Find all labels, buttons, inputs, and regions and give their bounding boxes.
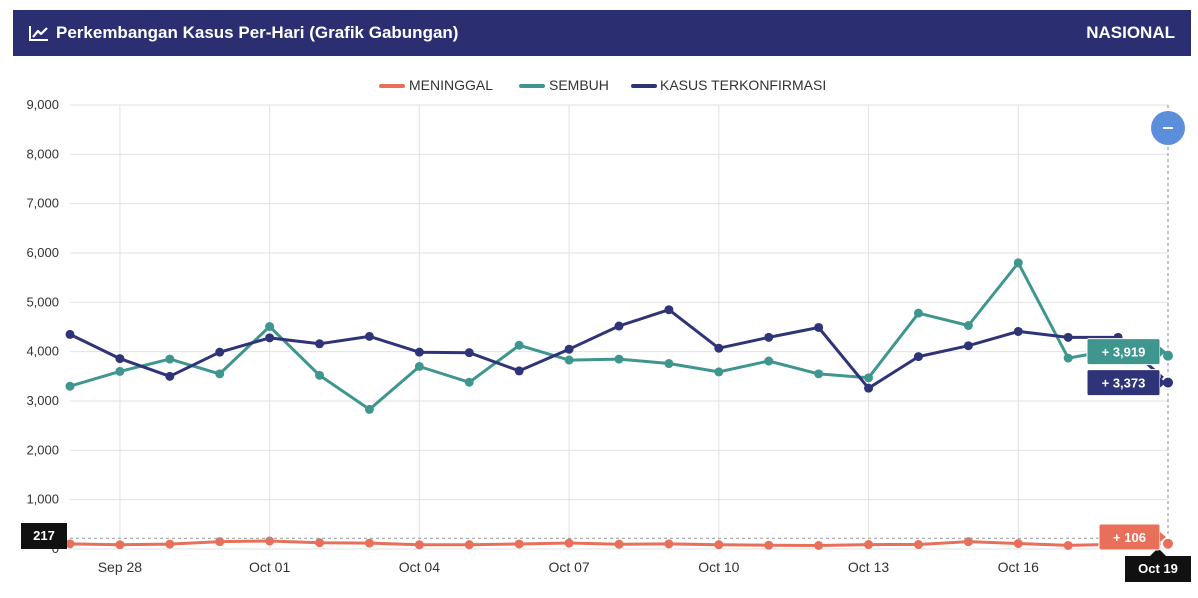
crosshair-overlay: 217 Oct 19 + 3,919 + 3,373 + 106 bbox=[21, 105, 1191, 582]
sembuh-point bbox=[615, 355, 624, 364]
meninggal-point bbox=[165, 540, 174, 549]
terkonfirmasi-value-tag: + 3,373 bbox=[1087, 370, 1166, 396]
sembuh-point bbox=[565, 356, 574, 365]
terkonfirmasi-point bbox=[215, 348, 224, 357]
sembuh-point bbox=[465, 378, 474, 387]
chart-legend: MENINGGAL SEMBUH KASUS TERKONFIRMASI bbox=[381, 77, 826, 93]
meninggal-point bbox=[664, 539, 673, 548]
meninggal-point bbox=[615, 540, 624, 549]
terkonfirmasi-point bbox=[365, 332, 374, 341]
terkonfirmasi-point bbox=[615, 322, 624, 331]
y-tick-label: 5,000 bbox=[26, 294, 59, 309]
x-tick-label: Oct 07 bbox=[548, 559, 589, 575]
sembuh-point bbox=[914, 309, 923, 318]
meninggal-point bbox=[764, 541, 773, 550]
legend-terkonfirmasi-label: KASUS TERKONFIRMASI bbox=[660, 77, 826, 93]
y-tick-label: 3,000 bbox=[26, 393, 59, 408]
sembuh-point bbox=[1064, 354, 1073, 363]
sembuh-point bbox=[365, 405, 374, 414]
y-tick-label: 1,000 bbox=[26, 492, 59, 507]
sembuh-point bbox=[664, 359, 673, 368]
legend-terkonfirmasi[interactable]: KASUS TERKONFIRMASI bbox=[633, 77, 826, 93]
sembuh-value-text: + 3,919 bbox=[1102, 345, 1146, 360]
terkonfirmasi-point bbox=[714, 344, 723, 353]
terkonfirmasi-point bbox=[265, 333, 274, 342]
combined-line-chart: 01,0002,0003,0004,0005,0006,0007,0008,00… bbox=[0, 0, 1198, 598]
sembuh-point bbox=[315, 371, 324, 380]
meninggal-point bbox=[1014, 539, 1023, 548]
crosshair-y-label: 217 bbox=[21, 523, 67, 549]
meninggal-point bbox=[864, 540, 873, 549]
sembuh-point bbox=[265, 322, 274, 331]
y-tick-label: 7,000 bbox=[26, 196, 59, 211]
terkonfirmasi-point bbox=[315, 339, 324, 348]
y-tick-label: 8,000 bbox=[26, 146, 59, 161]
meninggal-point bbox=[115, 540, 124, 549]
meninggal-point bbox=[714, 540, 723, 549]
meninggal-point bbox=[565, 539, 574, 548]
sembuh-point bbox=[165, 355, 174, 364]
crosshair-y-text: 217 bbox=[33, 528, 55, 543]
x-tick-label: Oct 10 bbox=[698, 559, 739, 575]
y-tick-label: 4,000 bbox=[26, 344, 59, 359]
terkonfirmasi-point bbox=[1064, 333, 1073, 342]
sembuh-point bbox=[215, 369, 224, 378]
meninggal-point bbox=[814, 541, 823, 550]
zoom-out-button[interactable] bbox=[1151, 111, 1185, 145]
sembuh-point bbox=[115, 367, 124, 376]
y-tick-label: 2,000 bbox=[26, 442, 59, 457]
sembuh-point bbox=[515, 341, 524, 350]
sembuh-point bbox=[864, 373, 873, 382]
x-tick-label: Sep 28 bbox=[98, 559, 143, 575]
meninggal-value-tag: + 106 bbox=[1099, 524, 1166, 550]
y-tick-label: 9,000 bbox=[26, 97, 59, 112]
meninggal-point bbox=[315, 538, 324, 547]
terkonfirmasi-point bbox=[814, 323, 823, 332]
x-tick-label: Oct 16 bbox=[998, 559, 1039, 575]
sembuh-point bbox=[1014, 258, 1023, 267]
sembuh-point bbox=[66, 382, 75, 391]
x-tick-label: Oct 13 bbox=[848, 559, 889, 575]
terkonfirmasi-point bbox=[66, 330, 75, 339]
terkonfirmasi-point bbox=[1014, 327, 1023, 336]
legend-sembuh[interactable]: SEMBUH bbox=[521, 77, 609, 93]
terkonfirmasi-point bbox=[515, 366, 524, 375]
terkonfirmasi-point bbox=[964, 341, 973, 350]
meninggal-point bbox=[465, 540, 474, 549]
terkonfirmasi-point bbox=[565, 345, 574, 354]
sembuh-point bbox=[764, 357, 773, 366]
x-tick-label: Oct 04 bbox=[399, 559, 440, 575]
meninggal-value-text: + 106 bbox=[1113, 530, 1146, 545]
sembuh-point bbox=[814, 369, 823, 378]
terkonfirmasi-point bbox=[465, 348, 474, 357]
terkonfirmasi-point bbox=[415, 348, 424, 357]
terkonfirmasi-line bbox=[70, 310, 1168, 389]
crosshair-x-text: Oct 19 bbox=[1138, 561, 1178, 576]
terkonfirmasi-point bbox=[165, 372, 174, 381]
x-axis: Sep 28 Oct 01 Oct 04 Oct 07 Oct 10 Oct 13 Oct … bbox=[98, 559, 1039, 575]
meninggal-point bbox=[415, 540, 424, 549]
y-tick-label: 6,000 bbox=[26, 245, 59, 260]
terkonfirmasi-value-text: + 3,373 bbox=[1102, 376, 1146, 391]
sembuh-value-tag: + 3,919 bbox=[1087, 339, 1166, 365]
meninggal-point bbox=[914, 540, 923, 549]
sembuh-point bbox=[415, 362, 424, 371]
terkonfirmasi-point bbox=[664, 305, 673, 314]
meninggal-point bbox=[1064, 541, 1073, 550]
meninggal-point bbox=[515, 539, 524, 548]
terkonfirmasi-point bbox=[115, 354, 124, 363]
terkonfirmasi-point bbox=[914, 352, 923, 361]
x-tick-label: Oct 01 bbox=[249, 559, 290, 575]
legend-meninggal-label: MENINGGAL bbox=[409, 77, 493, 93]
meninggal-point bbox=[365, 539, 374, 548]
legend-meninggal[interactable]: MENINGGAL bbox=[381, 77, 493, 93]
sembuh-point bbox=[964, 321, 973, 330]
meninggal-highlight-point bbox=[1162, 538, 1174, 550]
y-axis: 01,0002,0003,0004,0005,0006,0007,0008,00… bbox=[26, 97, 59, 556]
legend-sembuh-label: SEMBUH bbox=[549, 77, 609, 93]
terkonfirmasi-point bbox=[864, 384, 873, 393]
terkonfirmasi-point bbox=[764, 333, 773, 342]
sembuh-point bbox=[714, 367, 723, 376]
crosshair-x-label: Oct 19 bbox=[1125, 548, 1191, 582]
